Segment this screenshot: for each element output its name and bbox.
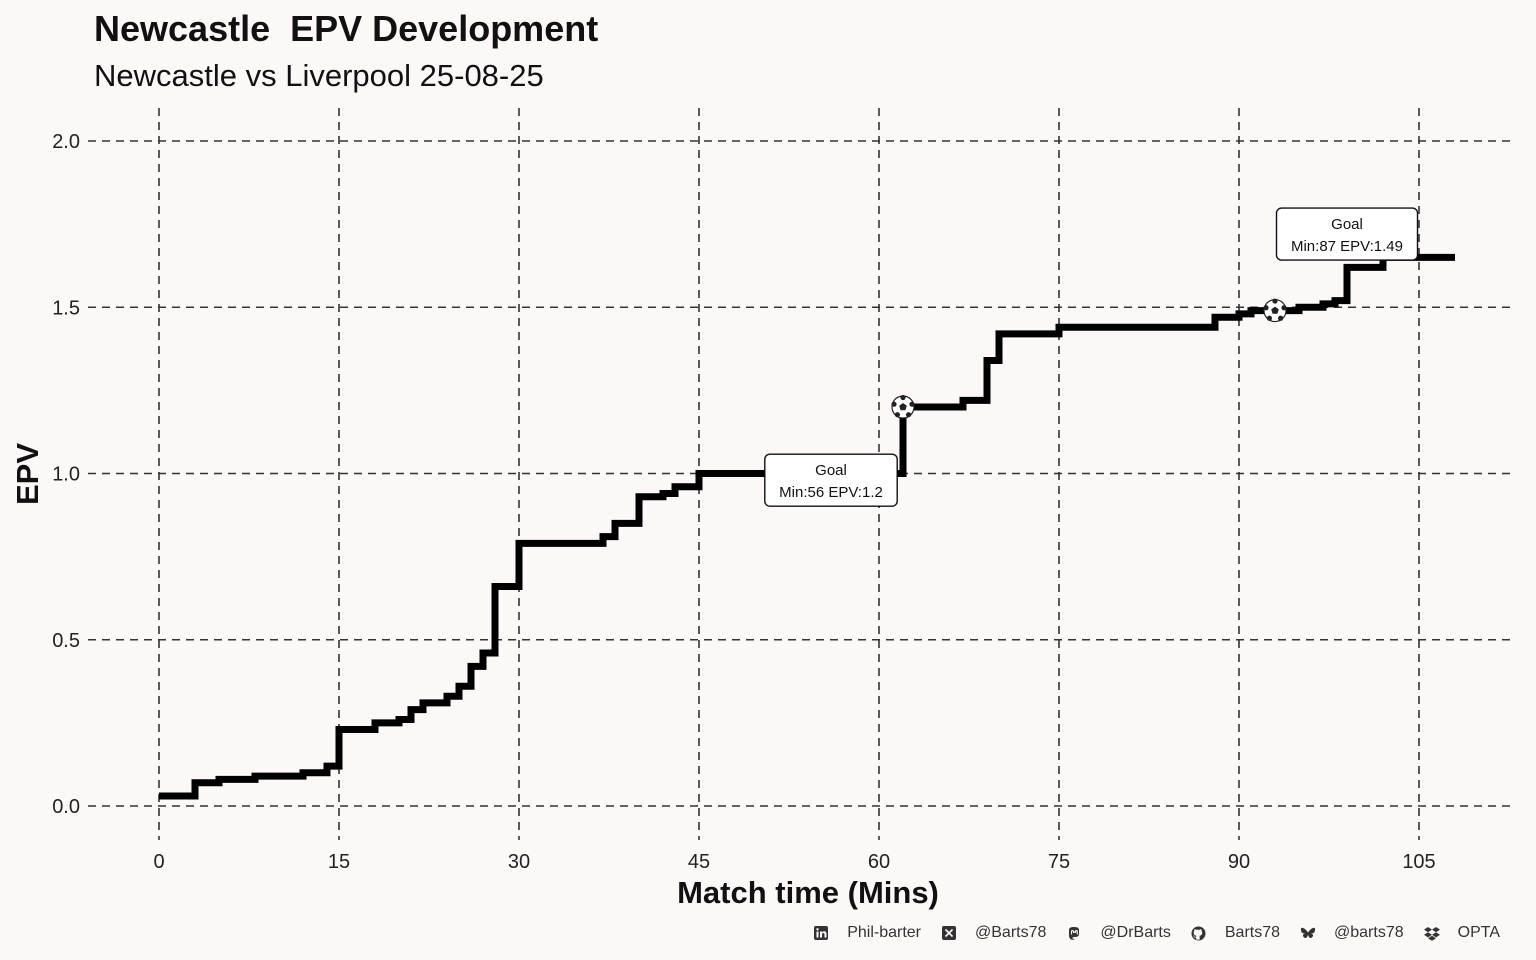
goal-label-box	[1275, 207, 1419, 261]
y-tick-label: 1.0	[52, 464, 80, 486]
y-tick-label: 0.5	[52, 630, 80, 652]
x-axis-label: Match time (Mins)	[677, 875, 939, 910]
goal-label-text: Min:56 EPV:1.2	[779, 484, 883, 501]
y-axis-label: EPV	[10, 443, 45, 505]
annotations: Goal Min:56 EPV:1.2 Goal Min:87 EPV:1.49	[764, 207, 1419, 507]
axis-ticks: 01530456075901050.00.51.01.52.02.53.03.5…	[52, 131, 1436, 873]
x-tick-label: 15	[328, 851, 350, 873]
bluesky-handle[interactable]: @barts78	[1334, 924, 1404, 941]
goal-label-title: Goal	[1331, 216, 1363, 233]
github-icon[interactable]	[1191, 925, 1207, 941]
x-handle[interactable]: @Barts78	[975, 924, 1047, 941]
chart-title: Newcastle EPV Development	[94, 8, 599, 49]
dropbox-icon	[1423, 925, 1440, 941]
mastodon-handle[interactable]: @DrBarts	[1100, 924, 1171, 941]
linkedin-handle[interactable]: Phil-barter	[847, 924, 922, 941]
bluesky-icon[interactable]	[1300, 925, 1316, 941]
github-handle[interactable]: Barts78	[1224, 924, 1281, 941]
goal-label-title: Goal	[815, 462, 847, 479]
x-icon[interactable]	[941, 925, 957, 941]
goal-label-box	[764, 453, 898, 507]
x-tick-label: 30	[508, 851, 530, 873]
grid	[88, 108, 1514, 840]
x-tick-label: 75	[1048, 851, 1070, 873]
series-layer	[159, 253, 1455, 800]
data-source: OPTA	[1457, 924, 1500, 941]
x-tick-label: 105	[1402, 851, 1435, 873]
goal-label-text: Min:87 EPV:1.49	[1291, 238, 1403, 255]
x-tick-label: 0	[153, 851, 164, 873]
linkedin-icon[interactable]	[813, 925, 829, 941]
football-icon	[891, 394, 915, 419]
x-tick-label: 90	[1228, 851, 1250, 873]
x-tick-label: 60	[868, 851, 890, 873]
y-tick-label: 2.0	[52, 131, 80, 153]
footer-credits: Phil-barter @Barts78 @DrBarts Barts78 @b…	[813, 924, 1500, 942]
football-icon	[1263, 298, 1287, 323]
mastodon-icon[interactable]	[1066, 925, 1082, 941]
y-tick-label: 0.0	[52, 796, 80, 818]
y-tick-label: 1.5	[52, 297, 80, 319]
epv-step-line	[159, 253, 1455, 800]
x-tick-label: 45	[688, 851, 710, 873]
chart-subtitle: Newcastle vs Liverpool 25-08-25	[94, 58, 544, 93]
